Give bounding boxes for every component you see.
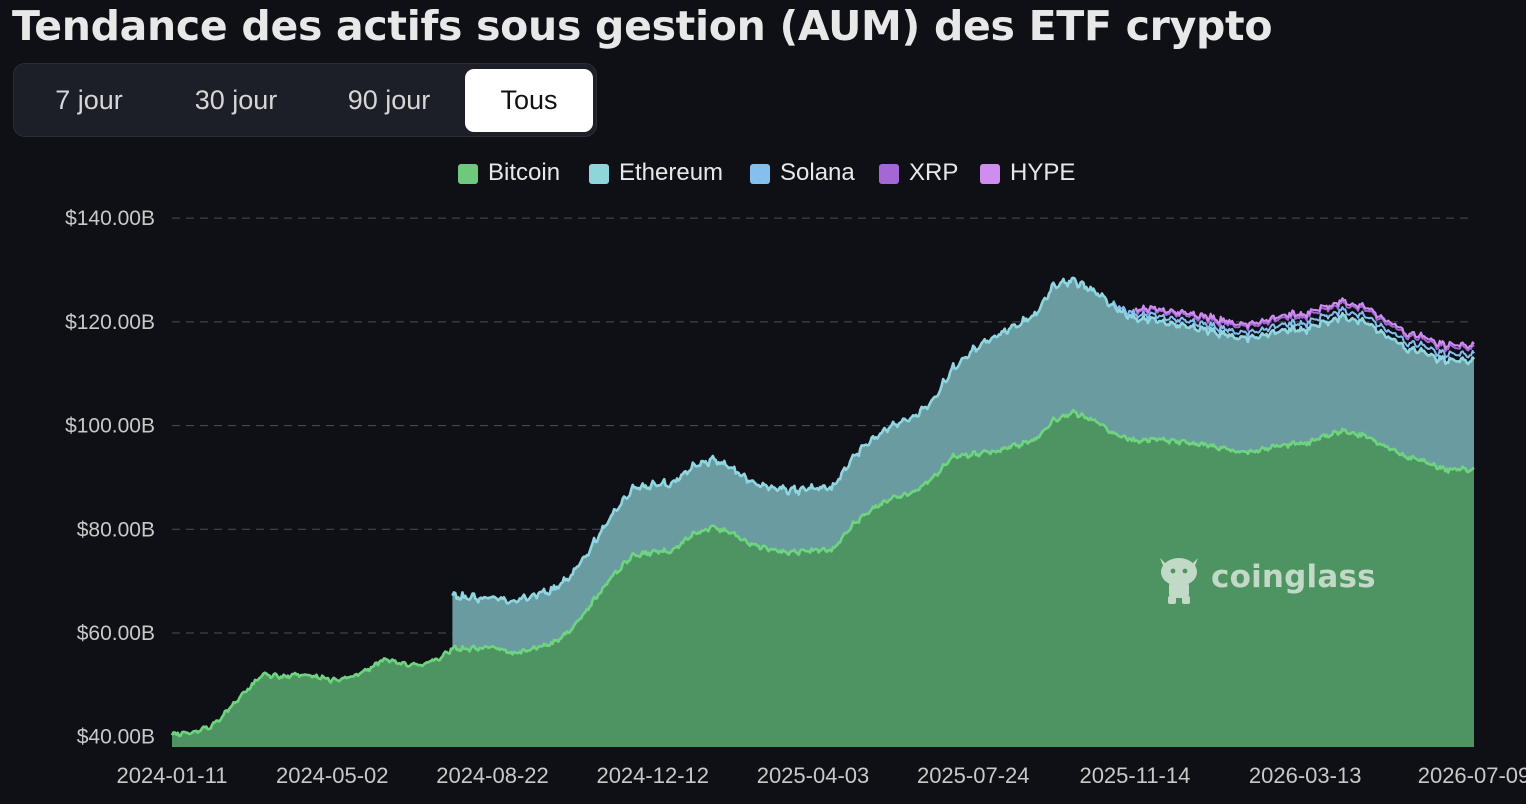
series-line-bitcoin (170, 408, 1475, 738)
coinglass-logo-icon (1160, 558, 1198, 604)
area-layer (172, 277, 1474, 747)
legend-swatch-hype (980, 164, 1000, 184)
x-tick-label: 2024-01-11 (117, 763, 228, 788)
x-tick-label: 2025-07-24 (917, 763, 1030, 788)
x-tick-label: 2026-03-13 (1249, 763, 1362, 788)
legend-label-bitcoin: Bitcoin (488, 159, 561, 186)
y-tick-label: $80.00B (77, 518, 155, 541)
y-tick-label: $60.00B (77, 622, 155, 645)
coinglass-watermark: coinglass (1154, 552, 1376, 608)
area-ethereum (452, 277, 1474, 655)
legend-swatch-solana (750, 164, 770, 184)
tab-90-jour[interactable]: 90 jour (347, 85, 431, 115)
y-tick-label: $140.00B (65, 207, 155, 230)
legend-label-hype: HYPE (1010, 159, 1076, 186)
axis-layer: $40.00B $60.00B $80.00B $100.00B $120.00B $14… (65, 207, 1526, 788)
x-tick-label: 2024-05-02 (276, 763, 389, 788)
series-line-xrp (1134, 299, 1475, 353)
line-layer (170, 276, 1476, 738)
chart-legend: Bitcoin Ethereum Solana XRP HYPE (0, 158, 1526, 190)
x-tick-label: 2025-04-03 (757, 763, 870, 788)
y-tick-label: $120.00B (65, 311, 155, 334)
time-range-tabs: 7 jour 30 jour 90 jour Tous (13, 63, 597, 137)
series-line-solana (1112, 300, 1475, 359)
x-tick-label: 2024-12-12 (596, 763, 709, 788)
legend-swatch-bitcoin (458, 164, 478, 184)
legend-swatch-xrp (879, 164, 899, 184)
x-tick-label: 2025-11-14 (1079, 763, 1190, 788)
legend-label-ethereum: Ethereum (619, 159, 724, 186)
legend-swatch-ethereum (589, 164, 609, 184)
page-title: Tendance des actifs sous gestion (AUM) d… (12, 2, 1273, 50)
tab-tous[interactable]: Tous (465, 69, 593, 132)
x-tick-label: 2024-08-22 (436, 763, 549, 788)
tab-30-jour[interactable]: 30 jour (194, 85, 278, 115)
series-line-hype (1134, 297, 1475, 350)
area-bitcoin (172, 410, 1474, 747)
tab-7-jour[interactable]: 7 jour (55, 85, 123, 115)
legend-label-xrp: XRP (909, 159, 959, 186)
y-tick-label: $40.00B (77, 726, 155, 749)
legend-label-solana: Solana (780, 159, 855, 186)
y-tick-label: $100.00B (65, 415, 155, 438)
watermark-text: coinglass (1211, 559, 1376, 595)
x-tick-label: 2026-07-09 (1418, 763, 1526, 788)
series-line-ethereum (451, 276, 1476, 605)
